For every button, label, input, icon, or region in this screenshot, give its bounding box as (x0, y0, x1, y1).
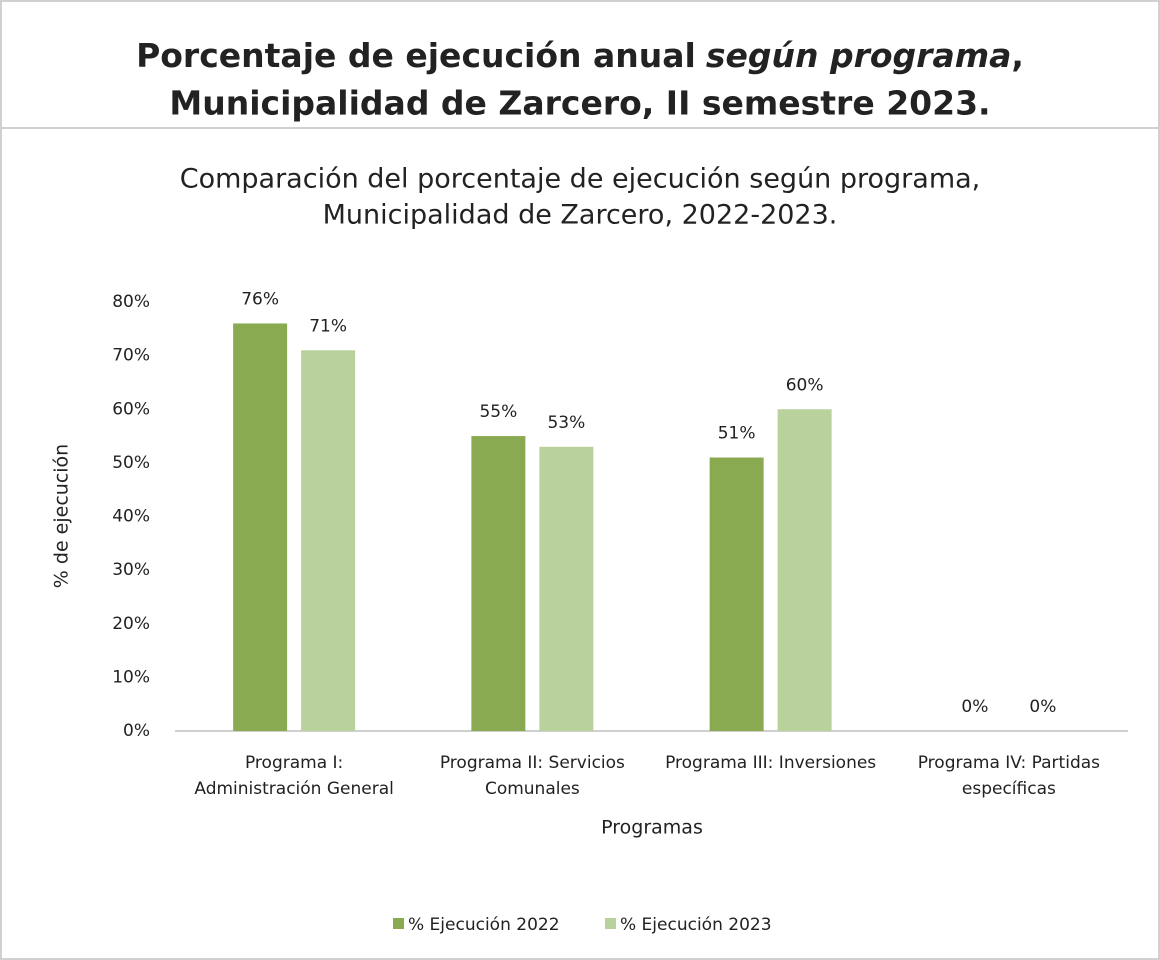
bar (471, 436, 526, 731)
bar (233, 323, 288, 731)
data-label: 76% (241, 289, 279, 309)
y-tick-label: 0% (123, 721, 150, 741)
y-tick-label: 50% (112, 453, 150, 473)
data-label: 51% (718, 424, 756, 444)
bar (539, 446, 594, 731)
x-tick-label: Programa I: (245, 753, 343, 773)
x-axis-label: Programas (601, 817, 703, 839)
y-tick-label: 20% (112, 614, 150, 634)
header-title-part: Porcentaje de ejecución anual (136, 36, 696, 75)
y-tick-label: 30% (112, 560, 150, 580)
y-tick-label: 80% (112, 292, 150, 312)
data-label: 53% (547, 413, 585, 433)
header-box (0, 0, 1160, 129)
header-title-part: , (1011, 36, 1024, 75)
legend-swatch (393, 918, 404, 929)
data-label: 60% (786, 375, 824, 395)
legend-label: % Ejecución 2023 (620, 915, 772, 935)
x-tick-label: Programa II: Servicios (440, 753, 625, 773)
x-tick-label: Administración General (194, 779, 393, 799)
data-label: 0% (1029, 697, 1056, 717)
y-tick-label: 40% (112, 507, 150, 527)
header-title: Municipalidad de Zarcero, II semestre 20… (169, 84, 990, 123)
x-tick-label: específicas (962, 779, 1056, 799)
y-tick-label: 10% (112, 667, 150, 687)
chart-title: Municipalidad de Zarcero, 2022-2023. (323, 200, 838, 231)
data-label: 0% (961, 697, 988, 717)
bar (709, 457, 764, 731)
y-tick-label: 70% (112, 346, 150, 366)
legend-label: % Ejecución 2022 (408, 915, 560, 935)
y-tick-label: 60% (112, 399, 150, 419)
x-tick-label: Programa III: Inversiones (665, 753, 876, 773)
x-tick-label: Programa IV: Partidas (918, 753, 1100, 773)
x-tick-label: Comunales (485, 779, 580, 799)
data-label: 55% (479, 402, 517, 422)
legend-swatch (605, 918, 616, 929)
header-title-italic: según programa (706, 36, 1012, 75)
y-axis-label: % de ejecución (51, 444, 73, 588)
chart-title: Comparación del porcentaje de ejecución … (180, 164, 981, 195)
bar (777, 409, 832, 731)
header-title: Porcentaje de ejecución anual según progr… (136, 36, 1024, 75)
bar (301, 350, 356, 731)
data-label: 71% (309, 316, 347, 336)
